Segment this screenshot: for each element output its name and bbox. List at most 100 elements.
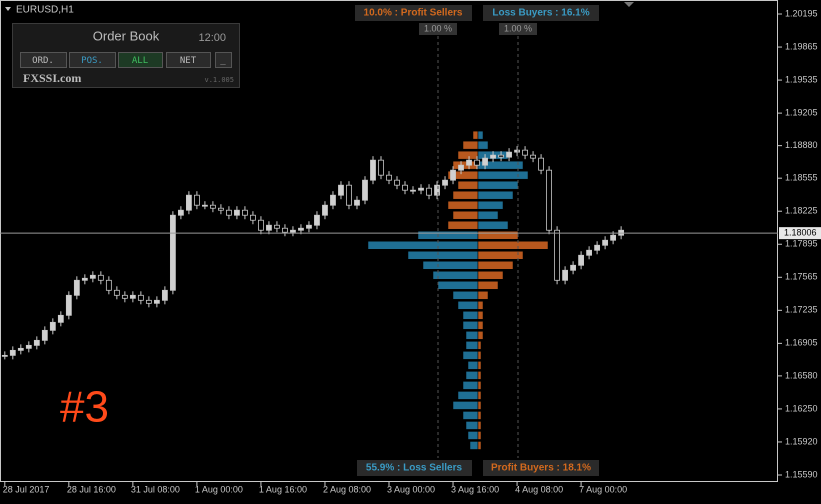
candle-body bbox=[602, 239, 609, 246]
candle-body bbox=[266, 224, 272, 231]
panel-button[interactable] bbox=[118, 52, 163, 68]
candle-body bbox=[113, 289, 120, 296]
candle-body bbox=[282, 227, 288, 233]
book-bar-right bbox=[477, 261, 514, 270]
candle-body bbox=[394, 179, 400, 186]
current-price-label: 1.18006 bbox=[784, 228, 817, 238]
candle-body bbox=[362, 179, 368, 201]
y-tick-label: 1.15920 bbox=[785, 436, 818, 446]
candle-body bbox=[498, 154, 504, 158]
bottom-right-label: Profit Buyers : 18.1% bbox=[491, 463, 591, 474]
current-price-bg bbox=[779, 227, 821, 240]
panel-button-label[interactable]: ALL bbox=[132, 56, 148, 66]
label-bg bbox=[483, 460, 599, 476]
book-bar-left bbox=[457, 180, 479, 190]
book-bar-right bbox=[477, 361, 482, 370]
book-bar-right bbox=[477, 411, 482, 420]
candle-body bbox=[306, 224, 312, 229]
book-bar-right bbox=[477, 210, 499, 220]
x-tick-label: 1 Aug 00:00 bbox=[195, 484, 243, 494]
candle-body bbox=[586, 249, 593, 256]
candle-body bbox=[426, 187, 432, 196]
candle-body bbox=[129, 294, 136, 299]
candle-body bbox=[242, 209, 248, 216]
label-bg bbox=[357, 460, 472, 476]
annotation: #3 bbox=[60, 383, 109, 432]
candle-body bbox=[338, 184, 344, 196]
book-bar-left bbox=[452, 291, 479, 300]
x-tick-label: 28 Jul 2017 bbox=[3, 484, 50, 494]
candle-body bbox=[370, 159, 376, 181]
panel-button[interactable] bbox=[20, 52, 67, 68]
y-tick-label: 1.17565 bbox=[785, 272, 818, 282]
candle-body bbox=[210, 204, 216, 209]
panel-button[interactable] bbox=[166, 52, 211, 68]
x-tick-label: 3 Aug 00:00 bbox=[387, 484, 435, 494]
candle-body bbox=[145, 299, 152, 304]
book-bar-right bbox=[477, 291, 489, 300]
book-bar-left bbox=[462, 351, 479, 360]
candle-body bbox=[330, 194, 336, 206]
book-bar-left bbox=[457, 301, 479, 310]
brand: FXSSI.com bbox=[23, 71, 81, 85]
book-bar-right bbox=[477, 401, 482, 410]
book-bar-left bbox=[452, 401, 479, 410]
candle-body bbox=[530, 154, 536, 159]
candle-body bbox=[538, 157, 544, 171]
candle-body bbox=[410, 189, 416, 192]
candle-body bbox=[169, 214, 176, 291]
book-bar-left bbox=[367, 241, 479, 250]
candle-body bbox=[554, 229, 560, 281]
candle-body bbox=[185, 194, 192, 211]
y-tick-label: 1.16250 bbox=[785, 403, 818, 413]
candle-body bbox=[137, 294, 144, 301]
book-bar-right bbox=[477, 371, 482, 380]
y-tick-label: 1.19865 bbox=[785, 41, 818, 51]
candle-body bbox=[346, 184, 352, 206]
panel-button-label[interactable]: NET bbox=[180, 56, 197, 66]
book-bar-left bbox=[447, 220, 479, 230]
book-bar-right bbox=[477, 431, 482, 440]
y-tick-label: 1.18880 bbox=[785, 140, 818, 150]
book-bar-right bbox=[477, 391, 482, 400]
marker-bg bbox=[419, 23, 457, 35]
candle-body bbox=[274, 224, 280, 229]
book-bar-left bbox=[462, 311, 479, 320]
candle-body bbox=[490, 154, 496, 159]
book-bar-right bbox=[477, 331, 484, 340]
candle-body bbox=[562, 269, 568, 281]
panel-button-label[interactable]: _ bbox=[220, 56, 226, 66]
candle-body bbox=[89, 274, 96, 279]
book-bar-left bbox=[432, 271, 479, 280]
candle-body bbox=[434, 184, 440, 196]
candle-body bbox=[81, 277, 88, 281]
marker-bg bbox=[499, 23, 537, 35]
candle-body bbox=[474, 159, 480, 166]
panel-button-label[interactable]: ORD. bbox=[32, 56, 54, 66]
book-bar-right bbox=[477, 421, 482, 430]
y-tick-label: 1.18225 bbox=[785, 206, 818, 216]
x-tick-label: 4 Aug 08:00 bbox=[515, 484, 563, 494]
book-bar-right bbox=[477, 301, 484, 310]
candle-body bbox=[33, 339, 40, 346]
x-tick-label: 3 Aug 16:00 bbox=[451, 484, 499, 494]
candle-body bbox=[9, 349, 16, 356]
panel-button[interactable] bbox=[69, 52, 116, 68]
panel-button[interactable] bbox=[215, 52, 232, 68]
x-tick-label: 31 Jul 08:00 bbox=[131, 484, 180, 494]
candle-body bbox=[177, 209, 184, 216]
y-tick-label: 1.19205 bbox=[785, 107, 818, 117]
candle-body bbox=[458, 164, 464, 171]
menu-arrow[interactable] bbox=[5, 7, 11, 11]
panel-time: 12:00 bbox=[198, 32, 226, 44]
right-marker: 1.00 % bbox=[504, 23, 532, 33]
y-tick-label: 1.20195 bbox=[785, 8, 818, 18]
candle-body bbox=[41, 329, 48, 341]
panel-button-label[interactable]: POS. bbox=[81, 56, 103, 66]
candle-body bbox=[378, 159, 384, 176]
candle-body bbox=[578, 254, 584, 266]
candle-body bbox=[25, 344, 32, 349]
x-tick-label: 28 Jul 16:00 bbox=[67, 484, 116, 494]
shift-marker bbox=[624, 2, 634, 7]
